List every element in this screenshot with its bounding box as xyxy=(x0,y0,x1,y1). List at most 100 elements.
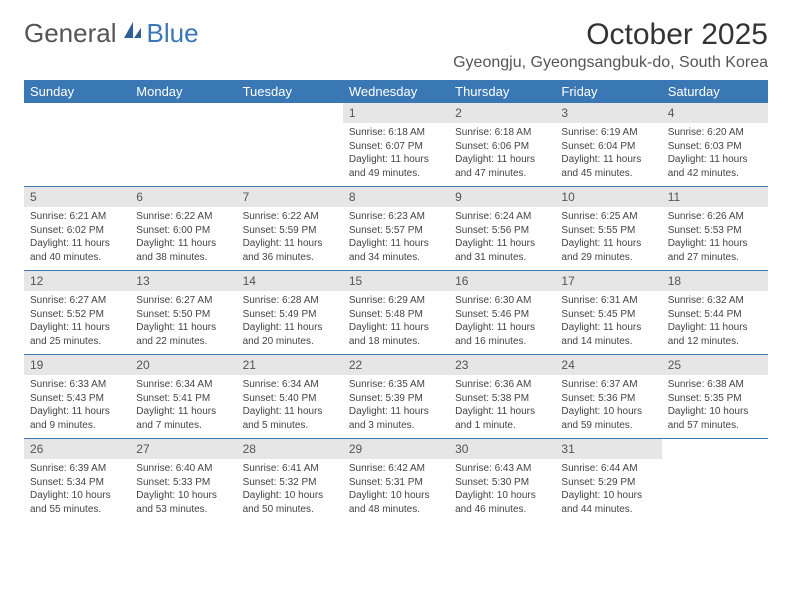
day-number-cell: 1 xyxy=(343,103,449,123)
daylight-text: Daylight: 11 hours xyxy=(243,237,337,251)
daylight-text: Daylight: 11 hours xyxy=(349,321,443,335)
sunrise-text: Sunrise: 6:41 AM xyxy=(243,462,337,476)
sunrise-text: Sunrise: 6:34 AM xyxy=(136,378,230,392)
sunrise-text: Sunrise: 6:44 AM xyxy=(561,462,655,476)
sunrise-text: Sunrise: 6:22 AM xyxy=(136,210,230,224)
day-detail-cell: Sunrise: 6:37 AMSunset: 5:36 PMDaylight:… xyxy=(555,375,661,439)
sunrise-text: Sunrise: 6:27 AM xyxy=(136,294,230,308)
sunrise-text: Sunrise: 6:19 AM xyxy=(561,126,655,140)
day-number-cell: 13 xyxy=(130,271,236,291)
day-number-cell: 15 xyxy=(343,271,449,291)
day-detail-cell: Sunrise: 6:18 AMSunset: 6:07 PMDaylight:… xyxy=(343,123,449,187)
sunset-text: Sunset: 6:00 PM xyxy=(136,224,230,238)
day-header: Wednesday xyxy=(343,80,449,103)
sunset-text: Sunset: 6:04 PM xyxy=(561,140,655,154)
daylight-text: Daylight: 11 hours xyxy=(668,321,762,335)
sunset-text: Sunset: 5:38 PM xyxy=(455,392,549,406)
day-detail-cell: Sunrise: 6:25 AMSunset: 5:55 PMDaylight:… xyxy=(555,207,661,271)
day-detail-cell: Sunrise: 6:18 AMSunset: 6:06 PMDaylight:… xyxy=(449,123,555,187)
daylight-text: and 47 minutes. xyxy=(455,167,549,181)
day-detail-cell: Sunrise: 6:28 AMSunset: 5:49 PMDaylight:… xyxy=(237,291,343,355)
daylight-text: and 44 minutes. xyxy=(561,503,655,517)
sunrise-text: Sunrise: 6:39 AM xyxy=(30,462,124,476)
day-detail-cell: Sunrise: 6:22 AMSunset: 6:00 PMDaylight:… xyxy=(130,207,236,271)
day-number-cell: 31 xyxy=(555,439,661,459)
daylight-text: Daylight: 11 hours xyxy=(136,405,230,419)
sunrise-text: Sunrise: 6:30 AM xyxy=(455,294,549,308)
daylight-text: Daylight: 11 hours xyxy=(243,321,337,335)
day-header: Tuesday xyxy=(237,80,343,103)
day-number-cell: 5 xyxy=(24,187,130,207)
daylight-text: and 49 minutes. xyxy=(349,167,443,181)
day-number-cell: 10 xyxy=(555,187,661,207)
location-subtitle: Gyeongju, Gyeongsangbuk-do, South Korea xyxy=(453,54,768,72)
daylight-text: Daylight: 11 hours xyxy=(30,405,124,419)
sunset-text: Sunset: 5:35 PM xyxy=(668,392,762,406)
day-number-cell: 26 xyxy=(24,439,130,459)
daylight-text: Daylight: 11 hours xyxy=(561,237,655,251)
sunset-text: Sunset: 5:33 PM xyxy=(136,476,230,490)
day-detail-cell: Sunrise: 6:41 AMSunset: 5:32 PMDaylight:… xyxy=(237,459,343,522)
daylight-text: Daylight: 11 hours xyxy=(455,237,549,251)
day-detail-cell xyxy=(237,123,343,187)
daylight-text: Daylight: 10 hours xyxy=(349,489,443,503)
daylight-text: and 22 minutes. xyxy=(136,335,230,349)
day-number-cell: 18 xyxy=(662,271,768,291)
sunset-text: Sunset: 5:36 PM xyxy=(561,392,655,406)
sunrise-text: Sunrise: 6:18 AM xyxy=(455,126,549,140)
sunrise-text: Sunrise: 6:42 AM xyxy=(349,462,443,476)
sunrise-text: Sunrise: 6:31 AM xyxy=(561,294,655,308)
day-detail-cell: Sunrise: 6:31 AMSunset: 5:45 PMDaylight:… xyxy=(555,291,661,355)
daylight-text: Daylight: 11 hours xyxy=(668,237,762,251)
sunset-text: Sunset: 5:52 PM xyxy=(30,308,124,322)
day-detail-cell: Sunrise: 6:39 AMSunset: 5:34 PMDaylight:… xyxy=(24,459,130,522)
day-detail-cell: Sunrise: 6:20 AMSunset: 6:03 PMDaylight:… xyxy=(662,123,768,187)
sunrise-text: Sunrise: 6:28 AM xyxy=(243,294,337,308)
day-number-cell: 17 xyxy=(555,271,661,291)
daylight-text: Daylight: 11 hours xyxy=(136,237,230,251)
sunset-text: Sunset: 5:43 PM xyxy=(30,392,124,406)
daylight-text: and 38 minutes. xyxy=(136,251,230,265)
sunset-text: Sunset: 5:50 PM xyxy=(136,308,230,322)
sunrise-text: Sunrise: 6:24 AM xyxy=(455,210,549,224)
daylight-text: Daylight: 10 hours xyxy=(136,489,230,503)
sunset-text: Sunset: 5:39 PM xyxy=(349,392,443,406)
day-header: Friday xyxy=(555,80,661,103)
day-number-cell: 6 xyxy=(130,187,236,207)
day-number-cell: 11 xyxy=(662,187,768,207)
day-detail-cell: Sunrise: 6:26 AMSunset: 5:53 PMDaylight:… xyxy=(662,207,768,271)
day-detail-cell: Sunrise: 6:34 AMSunset: 5:40 PMDaylight:… xyxy=(237,375,343,439)
day-detail-cell: Sunrise: 6:34 AMSunset: 5:41 PMDaylight:… xyxy=(130,375,236,439)
day-number-cell: 24 xyxy=(555,355,661,375)
sunset-text: Sunset: 5:49 PM xyxy=(243,308,337,322)
sunset-text: Sunset: 6:03 PM xyxy=(668,140,762,154)
sunrise-text: Sunrise: 6:43 AM xyxy=(455,462,549,476)
daylight-text: Daylight: 11 hours xyxy=(455,405,549,419)
sunset-text: Sunset: 5:32 PM xyxy=(243,476,337,490)
daylight-text: Daylight: 11 hours xyxy=(243,405,337,419)
daylight-text: and 42 minutes. xyxy=(668,167,762,181)
sunset-text: Sunset: 5:45 PM xyxy=(561,308,655,322)
daylight-text: and 16 minutes. xyxy=(455,335,549,349)
sunset-text: Sunset: 5:40 PM xyxy=(243,392,337,406)
daylight-text: Daylight: 11 hours xyxy=(668,153,762,167)
daylight-text: Daylight: 11 hours xyxy=(136,321,230,335)
day-header: Monday xyxy=(130,80,236,103)
daylight-text: and 57 minutes. xyxy=(668,419,762,433)
daylight-text: and 55 minutes. xyxy=(30,503,124,517)
daylight-text: and 9 minutes. xyxy=(30,419,124,433)
day-number-cell: 20 xyxy=(130,355,236,375)
sunrise-text: Sunrise: 6:23 AM xyxy=(349,210,443,224)
day-detail-cell xyxy=(24,123,130,187)
sunrise-text: Sunrise: 6:32 AM xyxy=(668,294,762,308)
daylight-text: Daylight: 11 hours xyxy=(349,153,443,167)
daylight-text: and 20 minutes. xyxy=(243,335,337,349)
day-number-cell: 25 xyxy=(662,355,768,375)
day-number-cell: 4 xyxy=(662,103,768,123)
day-detail-cell xyxy=(130,123,236,187)
day-number-cell: 9 xyxy=(449,187,555,207)
day-number-cell: 28 xyxy=(237,439,343,459)
sunrise-text: Sunrise: 6:22 AM xyxy=(243,210,337,224)
day-detail-row: Sunrise: 6:27 AM Sunset: 5:52 PM Daylight:… xyxy=(24,291,768,355)
daylight-text: Daylight: 10 hours xyxy=(668,405,762,419)
